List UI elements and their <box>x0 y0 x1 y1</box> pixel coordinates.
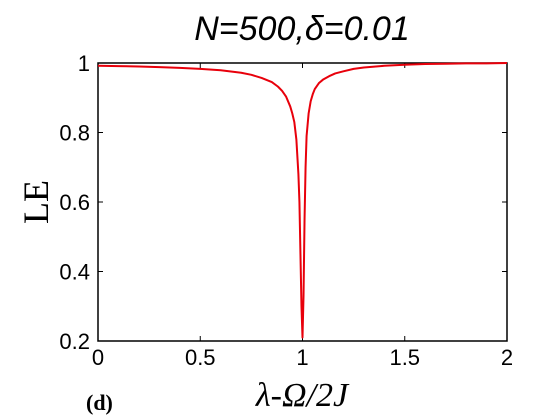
y-tick-label-3: 0.8 <box>59 121 90 146</box>
x-tick-label-3: 1.5 <box>389 345 420 370</box>
axis-ticks <box>97 62 508 342</box>
y-tick-label-1: 0.4 <box>59 260 90 285</box>
panel-label: (d) <box>86 390 113 415</box>
y-tick-label-4: 1 <box>78 51 90 76</box>
y-tick-label-2: 0.6 <box>59 190 90 215</box>
y-tick-label-0: 0.2 <box>59 329 90 354</box>
x-tick-label-0: 0 <box>92 345 104 370</box>
x-tick-label-2: 1 <box>296 345 308 370</box>
axis-tick-labels: 0 0.5 1 1.5 2 0.2 0.4 0.6 0.8 1 <box>59 51 513 370</box>
x-axis-label: λ-Ω/2J <box>255 377 350 414</box>
chart-title: N=500,δ=0.01 <box>194 10 410 48</box>
x-tick-label-4: 2 <box>501 345 513 370</box>
x-tick-label-1: 0.5 <box>185 345 216 370</box>
series-line <box>97 62 508 339</box>
y-axis-label: LE <box>16 180 56 224</box>
